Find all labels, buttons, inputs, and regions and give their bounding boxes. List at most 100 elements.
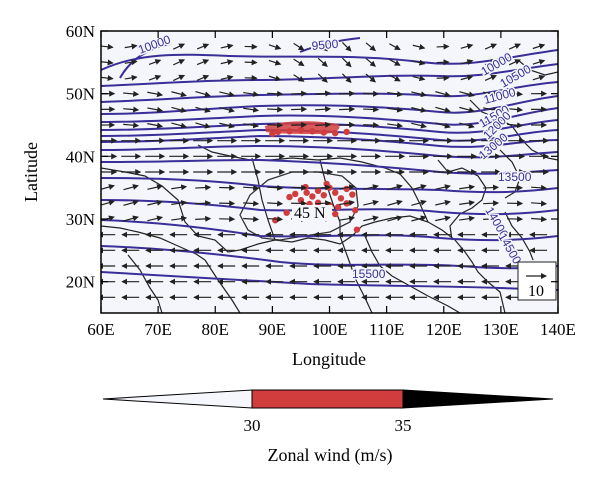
wind-vector <box>148 59 162 65</box>
wind-vector <box>483 215 500 222</box>
wind-vector <box>315 200 332 207</box>
colorbar-title: Zonal wind (m/s) <box>268 445 393 466</box>
contour-label: 15500 <box>352 267 386 281</box>
wind-vector <box>123 122 140 129</box>
red-point <box>323 180 330 188</box>
wind-vector <box>220 43 234 50</box>
wind-vector <box>124 74 138 81</box>
red-point <box>274 128 282 136</box>
red-point <box>332 210 339 218</box>
wind-vector <box>532 59 546 65</box>
wind-vector <box>172 59 186 66</box>
red-point <box>337 195 345 202</box>
wind-vector <box>507 122 524 129</box>
wind-vector <box>460 74 474 81</box>
wind-vector <box>363 199 379 206</box>
wind-vector <box>268 59 282 66</box>
wind-vector <box>293 74 305 82</box>
lat-tick-label: 60N <box>66 22 95 41</box>
wind-vector <box>341 73 352 83</box>
wind-vector <box>460 59 474 65</box>
red-point <box>297 197 305 204</box>
wind-vector <box>435 199 451 206</box>
wind-vector <box>459 215 476 222</box>
red-point <box>343 185 350 193</box>
wind-vector <box>219 122 235 129</box>
wind-vector <box>387 106 404 113</box>
wind-vector <box>267 122 284 129</box>
annotation-bg <box>292 205 332 221</box>
red-point <box>320 129 327 136</box>
wind-vector <box>363 106 380 113</box>
wind-vector <box>435 91 451 98</box>
wind-vector <box>101 59 114 66</box>
wind-vector <box>365 58 376 67</box>
lat-tick-label: 20N <box>66 273 95 292</box>
wind-vector <box>291 121 308 128</box>
wind-vector <box>317 42 328 52</box>
lon-tick-label: 60E <box>87 320 114 339</box>
wind-vector <box>195 91 211 98</box>
wind-vector <box>147 199 163 206</box>
lat-tick-label: 30N <box>66 210 95 229</box>
wind-vector <box>507 90 524 97</box>
wind-vector <box>459 122 475 129</box>
wind-vector <box>531 184 548 191</box>
red-point <box>303 189 310 196</box>
wind-vector <box>220 59 234 66</box>
wind-vector <box>365 42 376 52</box>
red-point <box>286 128 293 135</box>
wind-vector <box>315 90 332 97</box>
wind-vector <box>412 75 426 82</box>
wind-vector <box>459 200 476 206</box>
wind-vector <box>363 215 379 222</box>
wind-vector <box>363 90 380 97</box>
colorbar: 30 35 Zonal wind (m/s) <box>102 389 554 466</box>
wind-vector <box>195 184 212 191</box>
wind-vector <box>341 57 352 68</box>
wind-vector <box>101 75 114 82</box>
contour-label: 13500 <box>498 170 532 184</box>
red-point <box>286 193 293 201</box>
wind-vector <box>195 200 212 207</box>
wind-vector <box>532 43 546 50</box>
wind-vector <box>268 44 282 50</box>
wind-vector <box>387 199 403 206</box>
wind-vector <box>411 184 427 191</box>
wind-vector <box>101 199 115 206</box>
wind-vector <box>101 184 115 190</box>
wind-vector <box>315 121 332 128</box>
red-point <box>353 226 361 233</box>
wind-vector <box>243 122 260 129</box>
lon-tick-label: 100E <box>312 320 348 339</box>
wind-vector <box>339 90 356 97</box>
lon-tick-label: 80E <box>202 320 229 339</box>
lon-tick-label: 130E <box>483 320 519 339</box>
wind-vector <box>195 215 212 222</box>
wind-vector <box>460 43 474 50</box>
red-point <box>302 183 309 191</box>
wind-vector <box>147 184 163 191</box>
lat-tick-label: 40N <box>66 147 95 166</box>
red-point <box>309 128 316 135</box>
wind-vector <box>387 215 403 222</box>
wind-vector <box>148 74 162 81</box>
wind-vector <box>339 106 356 113</box>
red-point <box>332 189 339 196</box>
red-point <box>314 187 322 194</box>
lon-tick-label: 70E <box>144 320 171 339</box>
wind-vector <box>411 215 427 222</box>
wind-vector <box>267 184 284 191</box>
region-annotation: 45 N <box>294 205 326 222</box>
red-point <box>343 128 350 136</box>
red-point <box>297 126 305 134</box>
lon-tick-label: 140E <box>540 320 576 339</box>
wind-vector <box>267 106 284 113</box>
wind-vector <box>508 74 521 82</box>
wind-vector <box>387 184 403 191</box>
wind-vector <box>315 184 332 191</box>
wind-vector <box>267 90 284 97</box>
wind-vector <box>196 74 210 81</box>
wind-vector <box>243 184 260 191</box>
red-point <box>292 190 299 198</box>
